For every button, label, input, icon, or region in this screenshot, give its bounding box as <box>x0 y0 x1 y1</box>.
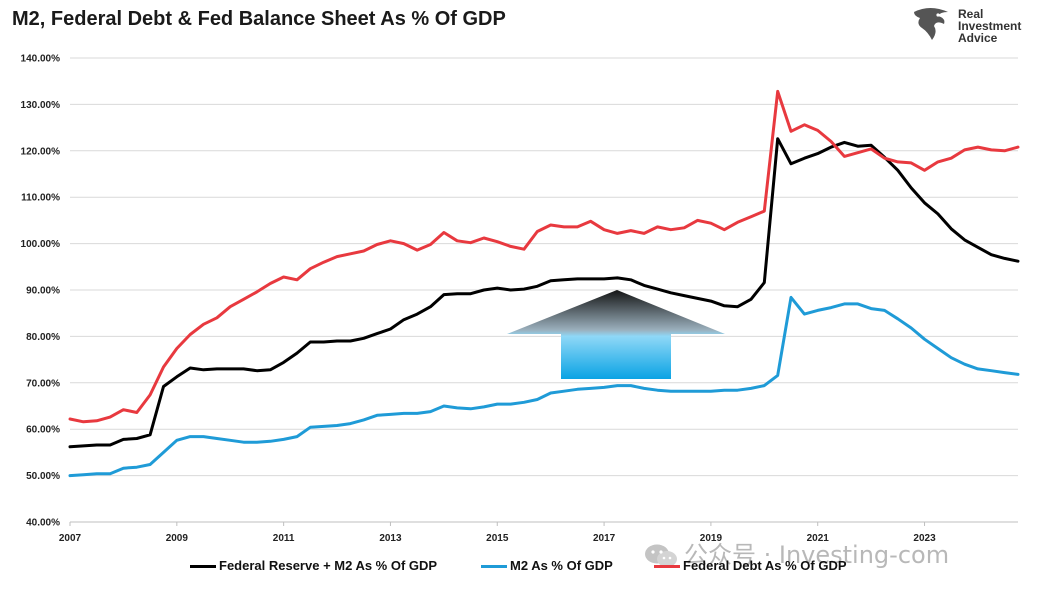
y-tick-label: 40.00% <box>26 518 60 529</box>
brand-line1: Real <box>958 7 984 21</box>
legend-label: Federal Reserve + M2 As % Of GDP <box>219 558 438 573</box>
y-tick-label: 50.00% <box>26 471 60 482</box>
legend-swatch <box>190 565 216 569</box>
x-tick-label: 2019 <box>700 533 723 544</box>
y-tick-label: 70.00% <box>26 378 60 389</box>
chart-title: M2, Federal Debt & Fed Balance Sheet As … <box>12 8 506 30</box>
legend-swatch <box>481 565 507 569</box>
brand-text: Real Investment Advice <box>958 8 1021 44</box>
brand-line2: Investment <box>958 19 1022 33</box>
eagle-logo-icon <box>914 8 948 40</box>
y-tick-label: 110.00% <box>21 193 60 204</box>
x-tick-label: 2017 <box>593 533 616 544</box>
watermark: 公众号 · Investing-com <box>644 535 949 570</box>
y-tick-label: 140.00% <box>21 54 61 65</box>
series-line-federal-debt <box>68 89 1020 424</box>
x-tick-label: 2013 <box>379 533 402 544</box>
x-tick-label: 2009 <box>166 533 189 544</box>
y-tick-label: 120.00% <box>21 146 61 157</box>
watermark-text: 公众号 · Investing-com <box>684 541 950 569</box>
gridlines <box>70 57 1018 523</box>
legend-item-fed-plus-m2: Federal Reserve + M2 As % Of GDP <box>190 558 437 573</box>
wechat-icon <box>645 544 677 567</box>
series-line-m2 <box>68 295 1020 478</box>
y-tick-label: 100.00% <box>21 239 61 250</box>
legend-label: Federal Debt As % Of GDP <box>683 558 847 573</box>
legend-item-m2: M2 As % Of GDP <box>481 558 613 573</box>
y-tick-label: 130.00% <box>21 100 61 111</box>
x-tick-label: 2023 <box>913 533 936 544</box>
y-tick-label: 90.00% <box>26 286 60 297</box>
y-tick-label: 60.00% <box>26 425 60 436</box>
legend-label: M2 As % Of GDP <box>510 558 613 573</box>
up-arrow-annotation <box>507 290 725 379</box>
brand-logo: Real Investment Advice <box>910 6 1035 46</box>
legend-swatch <box>654 565 680 569</box>
x-tick-label: 2021 <box>807 533 830 544</box>
series-lines <box>68 89 1020 478</box>
x-tick-label: 2007 <box>59 533 82 544</box>
y-axis-ticks: 40.00% 50.00% 60.00% 70.00% 80.00% 90.00% 100.… <box>21 54 61 529</box>
y-tick-label: 80.00% <box>26 332 60 343</box>
x-tick-label: 2011 <box>273 533 295 544</box>
legend: Federal Reserve + M2 As % Of GDP M2 As %… <box>0 558 1040 578</box>
x-axis-ticks: 2007 2009 2011 2013 2015 2017 2019 2021 2023 <box>59 522 936 544</box>
legend-item-federal-debt: Federal Debt As % Of GDP <box>654 558 847 573</box>
brand-line3: Advice <box>958 31 998 45</box>
series-line-fed-plus-m2 <box>68 137 1020 449</box>
x-tick-label: 2015 <box>486 533 509 544</box>
